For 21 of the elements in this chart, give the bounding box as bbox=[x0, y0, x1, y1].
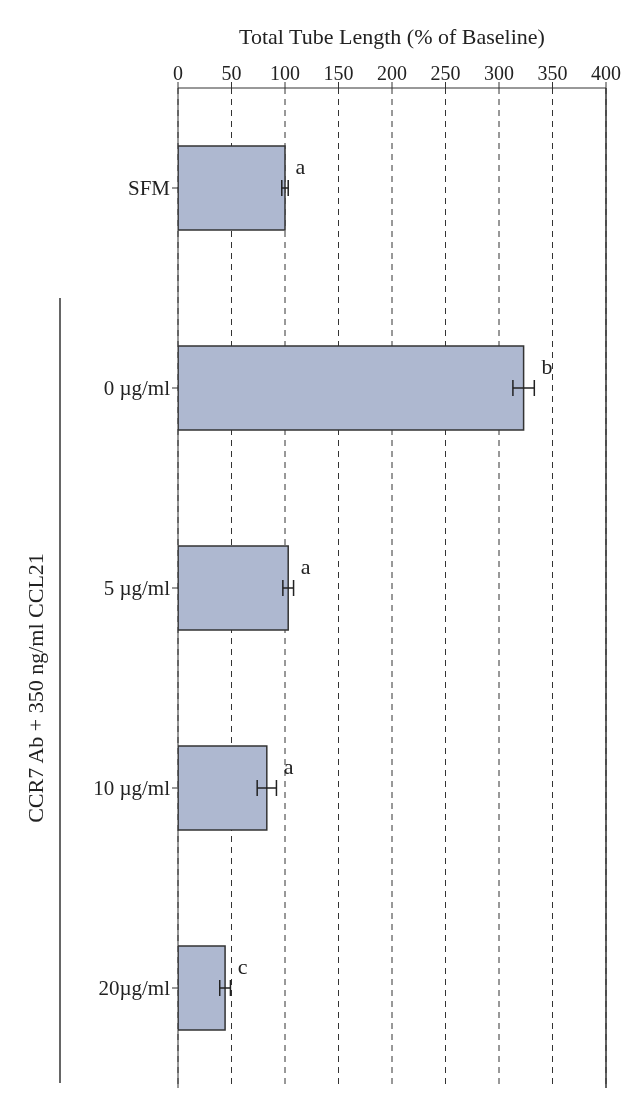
annotation: a bbox=[283, 754, 294, 779]
x-tick-label: 150 bbox=[323, 62, 354, 84]
annotation: b bbox=[541, 354, 553, 379]
x-tick-label: 100 bbox=[270, 62, 300, 84]
x-tick-label: 300 bbox=[484, 62, 514, 84]
annotation: c bbox=[237, 954, 248, 979]
x-tick-label: 50 bbox=[221, 62, 242, 84]
y-tick-label: 0 µg/ml bbox=[103, 376, 171, 401]
x-tick-label: 0 bbox=[173, 62, 183, 84]
y-tick-label: SFM bbox=[127, 176, 171, 201]
x-tick-label: 200 bbox=[377, 62, 407, 84]
annotation: a bbox=[300, 554, 311, 579]
y-tick-label: 10 µg/ml bbox=[93, 776, 171, 801]
x-axis-title: Total Tube Length (% of Baseline) bbox=[239, 23, 545, 49]
y-tick-label: 5 µg/ml bbox=[103, 576, 171, 601]
x-tick-label: 350 bbox=[537, 62, 568, 84]
x-tick-label: 400 bbox=[591, 62, 621, 84]
y-tick-label: 20µg/ml bbox=[98, 976, 171, 1001]
text: CCR7 Ab + 350 ng/ml CCL21 bbox=[23, 553, 49, 823]
annotation: a bbox=[295, 154, 306, 179]
x-tick-label: 250 bbox=[430, 62, 461, 84]
